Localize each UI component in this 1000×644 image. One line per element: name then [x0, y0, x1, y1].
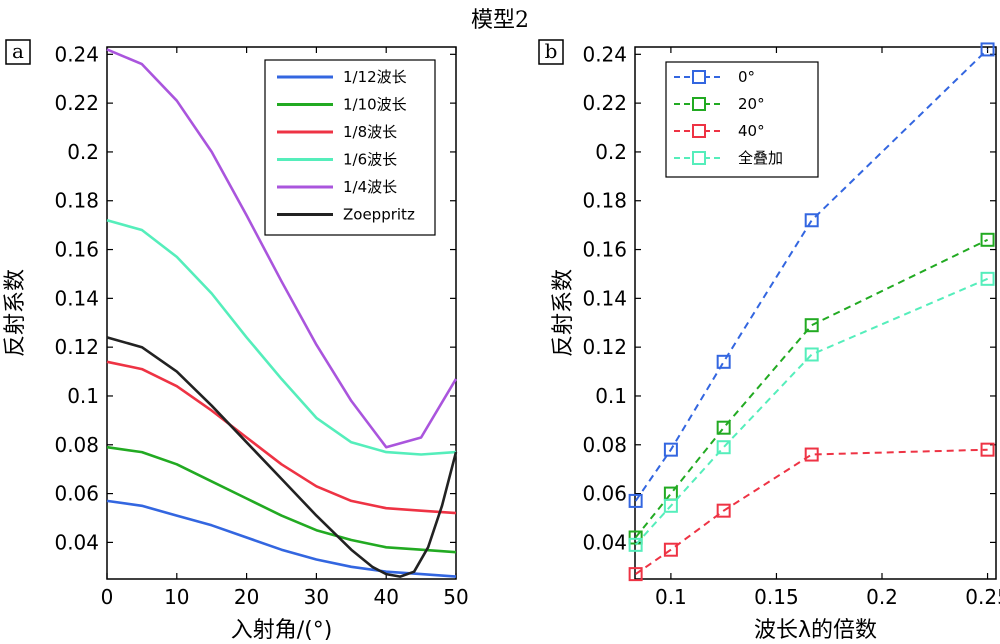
y-tick-label: 0.12 — [54, 335, 99, 359]
legend-box — [665, 61, 819, 178]
y-tick-label: 0.16 — [54, 238, 99, 262]
figure-title: 模型2 — [471, 8, 529, 33]
y-axis-label: 反射系数 — [3, 269, 28, 357]
legend-marker — [692, 97, 706, 111]
series-marker-2 — [980, 442, 995, 457]
y-tick-label: 0.2 — [67, 140, 99, 164]
legend-entry: 1/4波长 — [343, 178, 397, 196]
series-marker-2 — [804, 447, 819, 462]
x-tick-label: 40 — [373, 585, 398, 609]
panel-label: b — [545, 39, 558, 63]
series-line-2 — [106, 360, 457, 515]
x-tick-label: 30 — [304, 585, 329, 609]
legend-box — [264, 59, 436, 236]
y-tick-label: 0.16 — [582, 238, 627, 262]
x-tick-label: 20 — [234, 585, 259, 609]
legend-entry: 1/8波长 — [343, 123, 397, 141]
series-marker-0 — [716, 354, 731, 369]
x-tick-label: 0.1 — [655, 585, 687, 609]
y-tick-label: 0.18 — [582, 189, 627, 213]
y-tick-label: 0.12 — [582, 335, 627, 359]
panel-label-box — [5, 39, 31, 65]
legend-entry: 1/12波长 — [343, 68, 407, 86]
legend-marker — [692, 151, 706, 165]
x-tick-label: 0.2 — [866, 585, 898, 609]
y-tick-label: 0.08 — [54, 433, 99, 457]
series-marker-3 — [628, 537, 643, 552]
legend-marker — [692, 70, 706, 84]
series-marker-0 — [804, 213, 819, 228]
series-line-5 — [106, 336, 458, 578]
series-marker-1 — [804, 318, 819, 333]
legend-entry: 1/10波长 — [343, 96, 407, 114]
y-tick-label: 0.04 — [54, 530, 99, 554]
series-line-0 — [634, 48, 989, 502]
series-marker-3 — [980, 271, 995, 286]
y-tick-label: 0.24 — [54, 42, 99, 66]
x-tick-label: 0 — [101, 585, 114, 609]
series-line-3 — [106, 219, 457, 456]
y-tick-label: 0.2 — [595, 140, 627, 164]
legend-entry: Zoeppritz — [343, 206, 415, 224]
series-line-0 — [106, 499, 457, 578]
x-axis-label: 入射角/(°) — [231, 618, 333, 643]
y-tick-label: 0.04 — [582, 530, 627, 554]
series-line-1 — [106, 445, 457, 554]
series-marker-2 — [716, 503, 731, 518]
series-marker-2 — [663, 542, 678, 557]
panel-label-box — [538, 39, 564, 65]
series-marker-3 — [663, 498, 678, 513]
plot-frame — [106, 46, 457, 580]
legend-entry: 40° — [738, 122, 765, 140]
series-marker-1 — [980, 232, 995, 247]
y-axis-label: 反射系数 — [551, 269, 576, 357]
y-tick-label: 0.06 — [54, 482, 99, 506]
x-tick-label: 50 — [443, 585, 468, 609]
legend-entry: 1/6波长 — [343, 151, 397, 169]
panel-label: a — [12, 39, 24, 63]
legend-marker — [692, 124, 706, 138]
y-tick-label: 0.08 — [582, 433, 627, 457]
series-marker-3 — [716, 440, 731, 455]
series-line-4 — [106, 48, 458, 449]
y-tick-label: 0.1 — [595, 384, 627, 408]
series-marker-2 — [628, 567, 643, 582]
x-tick-label: 10 — [164, 585, 189, 609]
panel-a-chart: a 0.04 0.06 0.08 0.1 0.12 0.14 0.16 0.18 0.2 0.22 0… — [3, 39, 469, 643]
y-tick-label: 0.14 — [54, 286, 99, 310]
plot-frame — [634, 46, 997, 580]
series-line-1 — [634, 238, 989, 539]
series-marker-1 — [716, 420, 731, 435]
y-tick-label: 0.22 — [582, 91, 627, 115]
y-tick-label: 0.06 — [582, 482, 627, 506]
panel-b-chart: b0.040.060.080.10.120.140.160.180.20.220… — [538, 39, 1000, 643]
series-marker-3 — [804, 347, 819, 362]
x-axis-label: 波长λ的倍数 — [754, 618, 877, 643]
y-tick-label: 0.24 — [582, 42, 627, 66]
series-marker-0 — [980, 42, 995, 57]
y-tick-label: 0.1 — [67, 384, 99, 408]
series-line-2 — [635, 448, 988, 575]
legend-entry: 0° — [738, 68, 755, 86]
series-marker-0 — [628, 493, 643, 508]
y-tick-label: 0.14 — [582, 286, 627, 310]
legend-entry: 全叠加 — [738, 149, 783, 167]
y-tick-label: 0.18 — [54, 189, 99, 213]
x-tick-label: 0.15 — [754, 585, 799, 609]
legend-entry: 20° — [738, 95, 765, 113]
x-tick-label: 0.25 — [965, 585, 1000, 609]
y-tick-label: 0.22 — [54, 91, 99, 115]
series-marker-0 — [663, 442, 678, 457]
